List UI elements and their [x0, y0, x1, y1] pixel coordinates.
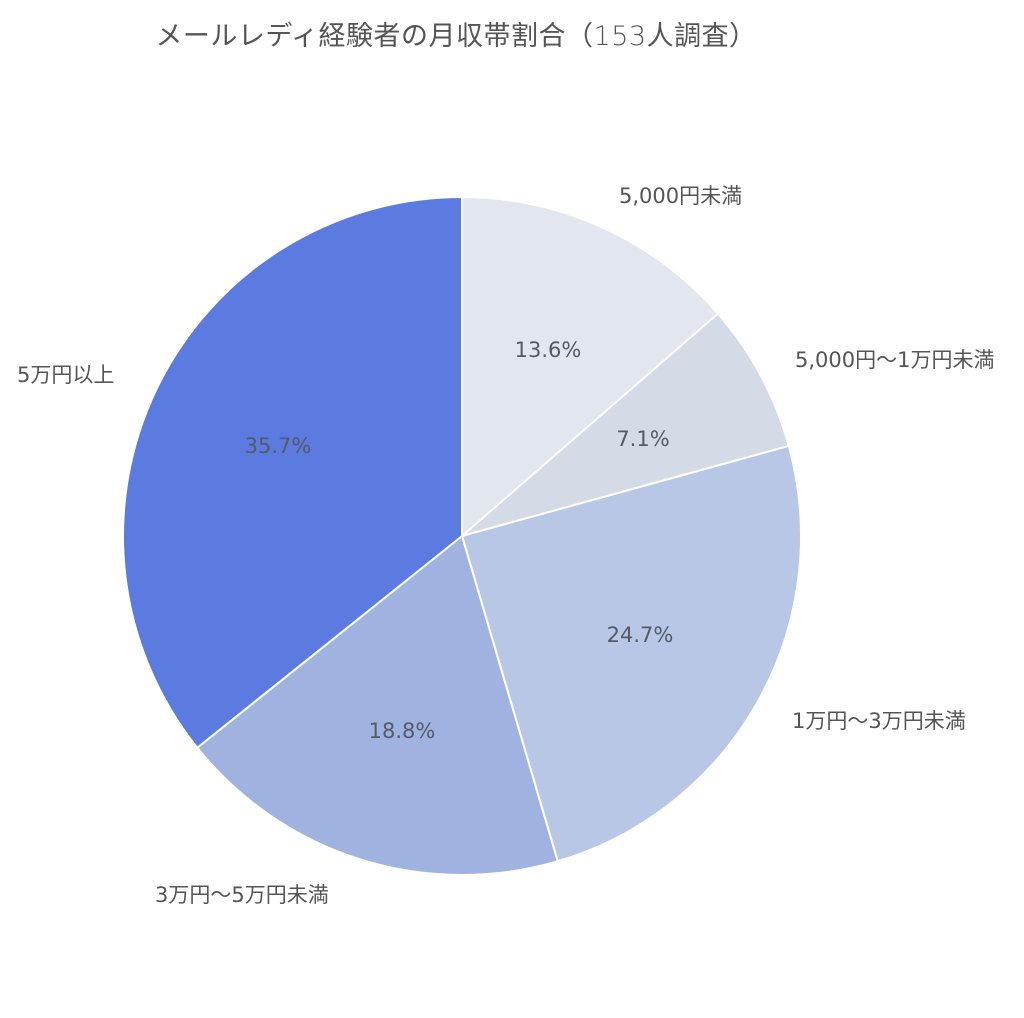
slice-label-5000-to-10000: 5,000円〜1万円未満 [795, 348, 995, 372]
pie-slice [461, 312, 791, 537]
slice-value-10000-to-30000: 24.7% [606, 623, 674, 647]
slice-value-under-5000: 13.6% [514, 338, 582, 362]
slice-label-under-5000: 5,000円未満 [619, 184, 743, 208]
slice-label-10000-to-30000: 1万円〜3万円未満 [792, 709, 966, 733]
pie-slice [195, 534, 559, 876]
slice-value-over-50000: 35.7% [244, 434, 312, 458]
chart-title: メールレディ経験者の月収帯割合（153人調査） [155, 21, 757, 52]
pie-slice [460, 444, 802, 863]
pie-slices [122, 195, 802, 876]
slice-label-30000-to-50000: 3万円〜5万円未満 [155, 883, 329, 907]
pie-slice [122, 195, 463, 750]
slice-value-5000-to-10000: 7.1% [616, 427, 670, 451]
slice-label-over-50000: 5万円以上 [17, 363, 115, 387]
slice-value-30000-to-50000: 18.8% [368, 719, 436, 743]
pie-slice [461, 195, 720, 539]
